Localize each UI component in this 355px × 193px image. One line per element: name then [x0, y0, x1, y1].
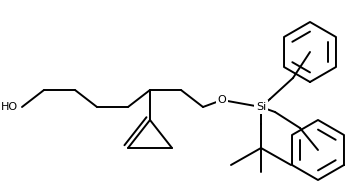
- Text: O: O: [218, 95, 226, 105]
- Text: HO: HO: [1, 102, 18, 112]
- Text: Si: Si: [256, 102, 266, 112]
